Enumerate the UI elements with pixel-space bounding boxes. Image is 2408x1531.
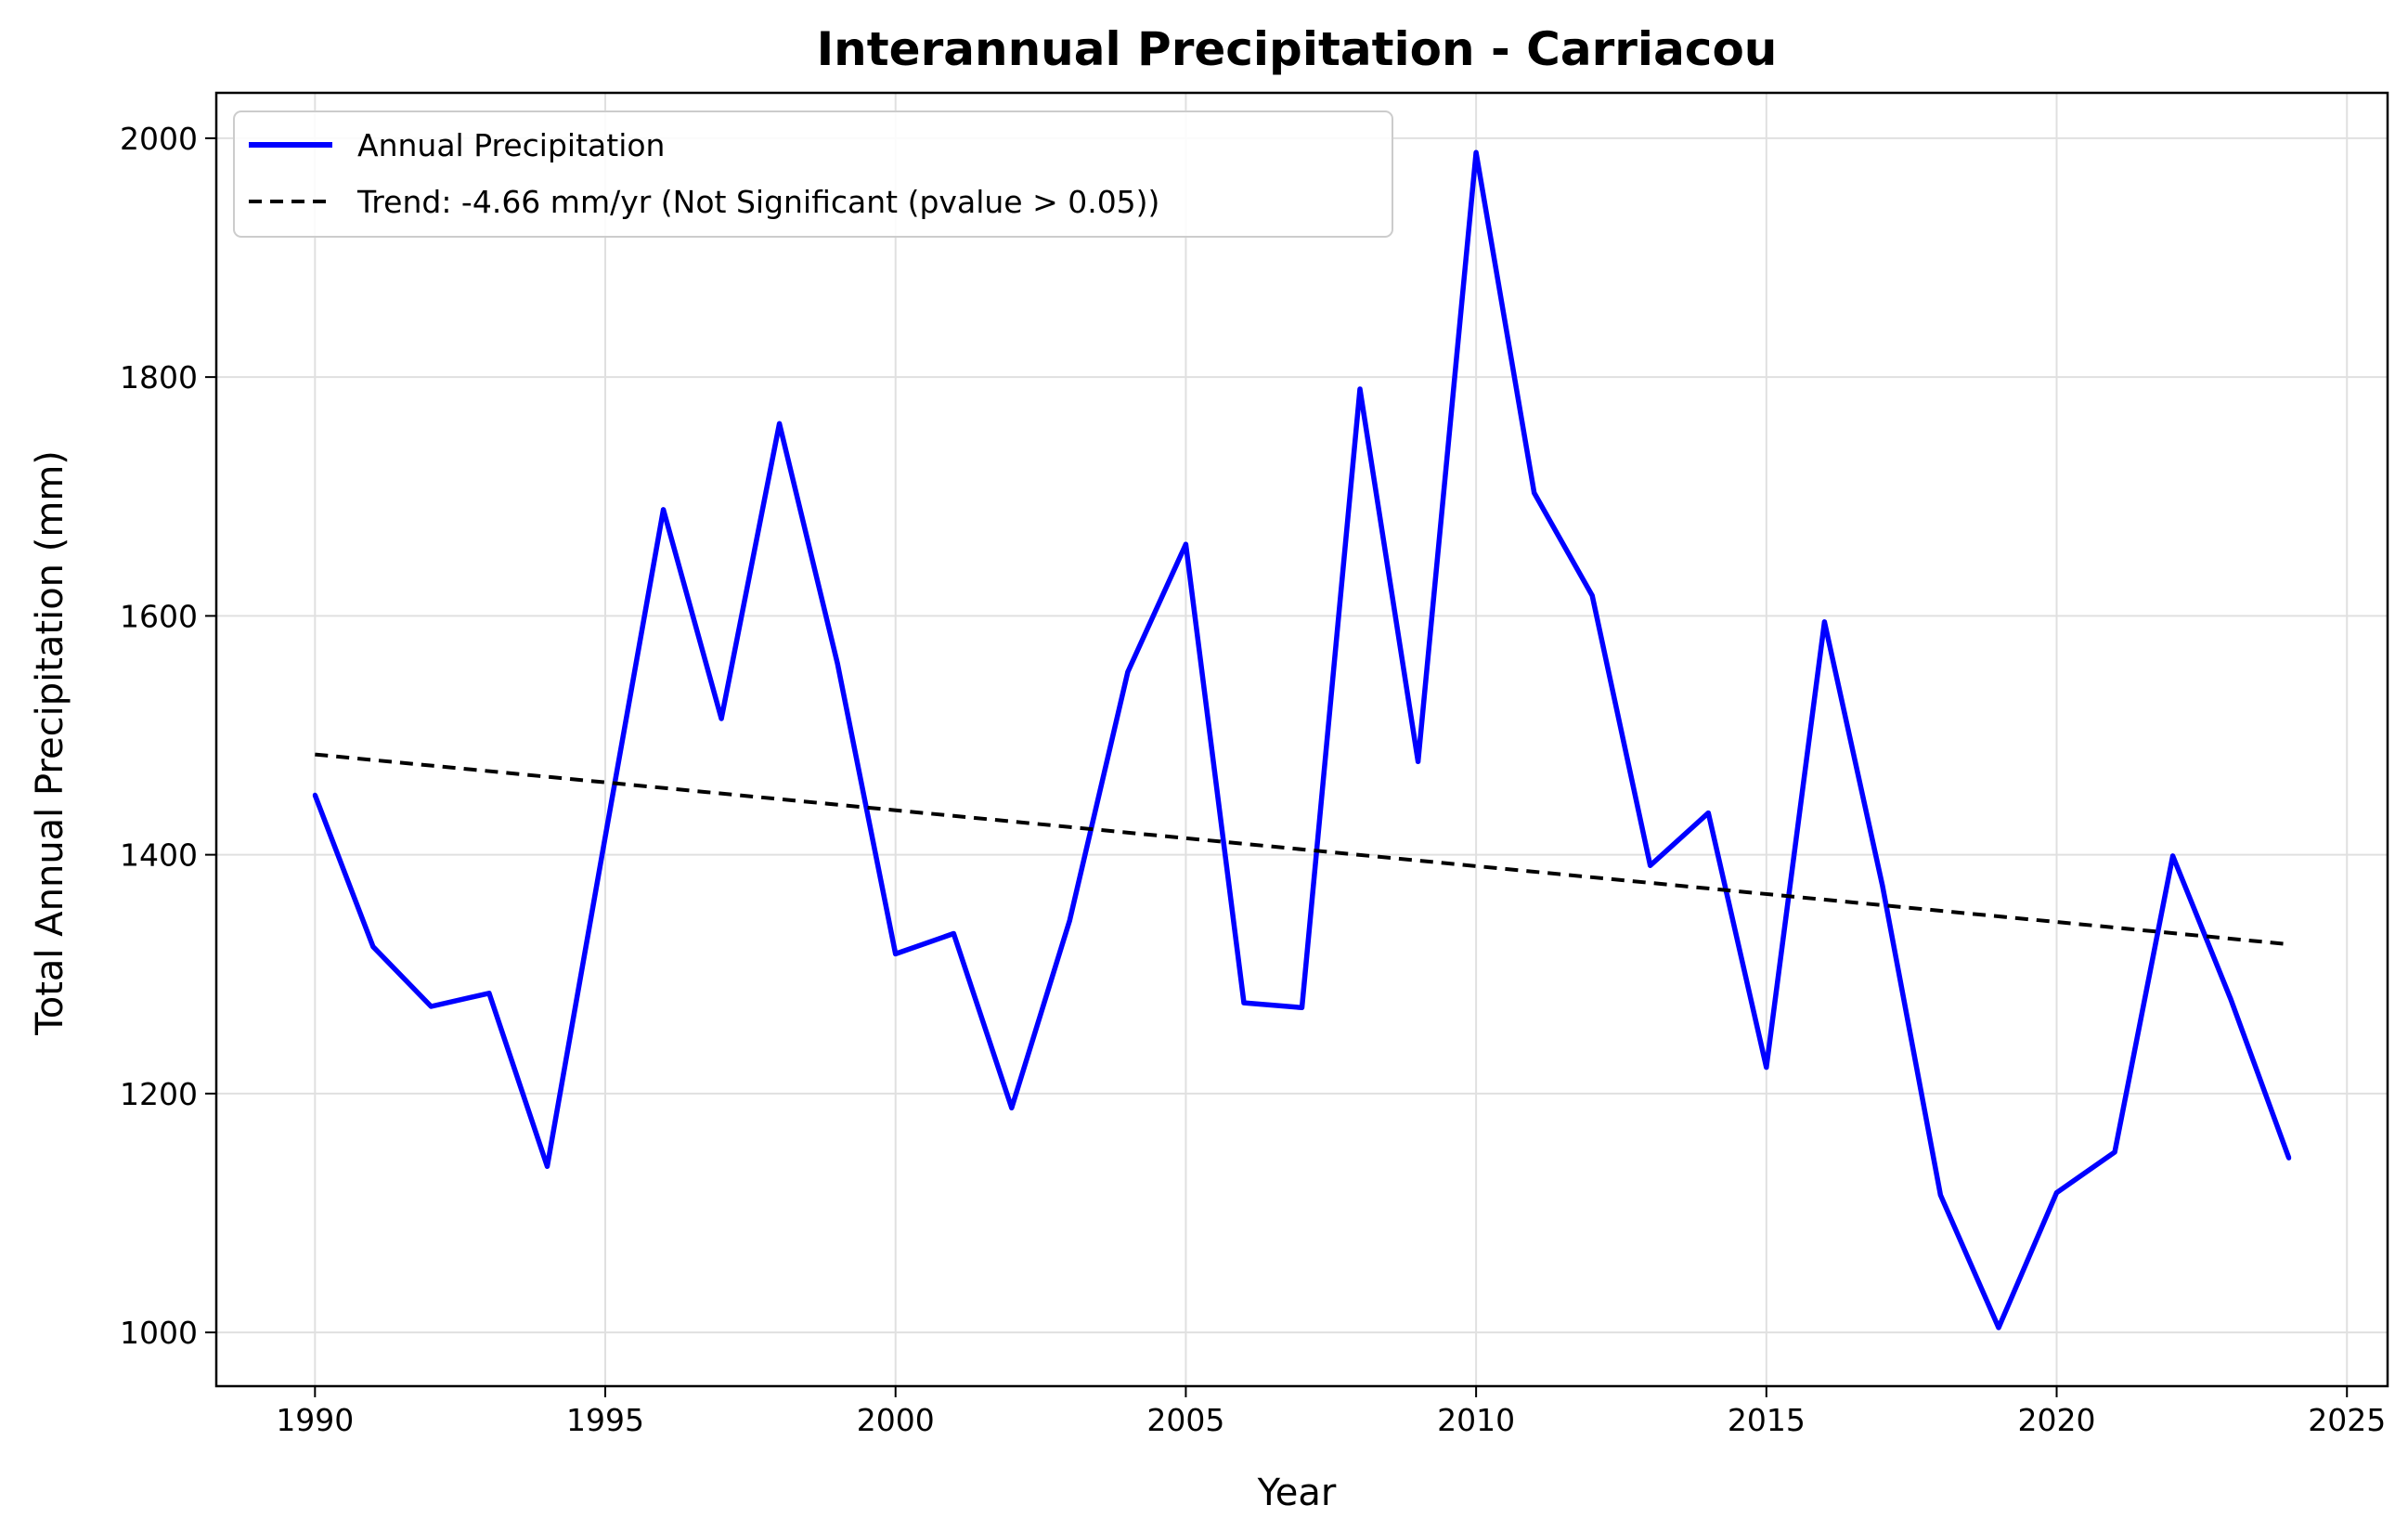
annual-precipitation-point: [544, 1163, 550, 1169]
annual-precipitation-point: [1009, 1105, 1015, 1110]
plot-frame: [214, 91, 2389, 1388]
annual-precipitation-point: [486, 991, 492, 996]
legend: Annual Precipitation Trend: -4.66 mm/yr …: [233, 110, 1393, 238]
y-axis-label: Total Annual Precipitation (mm): [29, 450, 71, 1036]
y-tick-label: 1200: [120, 1076, 198, 1112]
grid-lines: [216, 93, 2388, 1386]
annual-precipitation-point: [1357, 386, 1363, 392]
annual-precipitation-point: [1764, 1065, 1769, 1070]
annual-precipitation-point: [1183, 541, 1188, 547]
annual-precipitation-point: [2228, 996, 2233, 1002]
trend-line: [315, 752, 2289, 947]
annual-precipitation-point: [951, 931, 956, 937]
x-tick-label: 2000: [857, 1402, 935, 1438]
annual-precipitation-line: [312, 149, 2292, 1330]
x-tick-label: 2010: [1437, 1402, 1515, 1438]
annual-precipitation-point: [719, 716, 724, 721]
legend-box: [233, 110, 1393, 238]
annual-precipitation-point: [1067, 917, 1072, 923]
annual-precipitation-point: [2170, 853, 2176, 859]
annual-precipitation-point: [1648, 863, 1653, 868]
annual-precipitation-point: [1125, 669, 1131, 675]
chart-title: Interannual Precipitation - Carriacou: [817, 22, 1778, 76]
annual-precipitation-point: [835, 661, 840, 667]
y-axis-ticks: 1000 1200 1400 1600 1800 2000: [120, 121, 216, 1351]
annual-precipitation-point: [1416, 759, 1421, 764]
y-tick-label: 2000: [120, 121, 198, 157]
annual-precipitation-point: [1821, 619, 1827, 625]
x-tick-label: 2020: [2018, 1402, 2096, 1438]
annual-precipitation-point: [2112, 1149, 2117, 1155]
legend-label-trend: Trend: -4.66 mm/yr (Not Significant (pva…: [356, 184, 1159, 220]
annual-precipitation-point: [2286, 1155, 2292, 1161]
annual-precipitation-point: [1473, 149, 1479, 155]
y-tick-label: 1400: [120, 837, 198, 874]
series-layer: [312, 149, 2292, 1330]
x-tick-label: 1995: [566, 1402, 644, 1438]
annual-precipitation-point: [1705, 811, 1711, 816]
annual-precipitation-point: [777, 421, 783, 426]
x-axis-label: Year: [1257, 1472, 1337, 1514]
y-tick-label: 1800: [120, 359, 198, 396]
y-tick-label: 1600: [120, 598, 198, 634]
annual-precipitation-point: [312, 792, 317, 798]
annual-precipitation-point: [1241, 1000, 1247, 1006]
legend-label-annual: Annual Precipitation: [357, 127, 665, 163]
x-tick-label: 2025: [2308, 1402, 2386, 1438]
annual-precipitation-point: [1880, 883, 1885, 889]
x-tick-label: 2015: [1728, 1402, 1806, 1438]
y-tick-label: 1000: [120, 1315, 198, 1351]
annual-precipitation-point: [2054, 1190, 2060, 1196]
annual-precipitation-point: [661, 507, 667, 512]
annual-precipitation-point: [1937, 1192, 1943, 1198]
annual-precipitation-point: [893, 951, 899, 956]
annual-precipitation-point: [602, 834, 608, 839]
x-tick-label: 1990: [276, 1402, 354, 1438]
annual-precipitation-point: [1996, 1325, 2001, 1330]
annual-precipitation-point: [1589, 593, 1595, 599]
annual-precipitation-point: [370, 944, 376, 950]
x-tick-label: 2005: [1146, 1402, 1224, 1438]
annual-precipitation-point: [1300, 1005, 1304, 1010]
annual-precipitation-point: [1532, 490, 1537, 496]
annual-precipitation-point: [428, 1004, 434, 1009]
x-axis-ticks: 1990 1995 2000 2005 2010 2015 2020 2025: [276, 1386, 2386, 1438]
